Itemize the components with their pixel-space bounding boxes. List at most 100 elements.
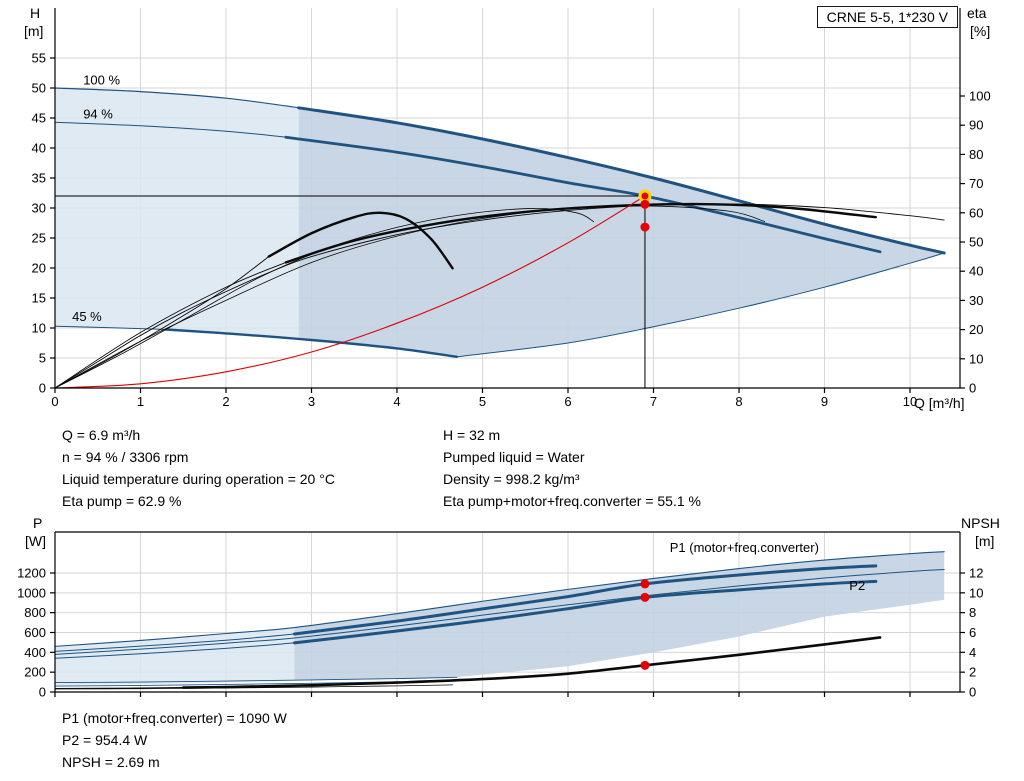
curve-eta-94pct	[54, 261, 287, 389]
eta-total-point	[640, 222, 650, 232]
tick-label-left: 40	[32, 141, 46, 156]
curve-eta-45pct-bold	[267, 211, 454, 270]
tick-label-x: 8	[735, 394, 742, 409]
curve-eta-60pct	[54, 208, 595, 389]
eta-axis-unit: [%]	[970, 23, 991, 39]
npsh-duty-point	[640, 660, 650, 670]
region-envelope-light	[55, 88, 299, 339]
curve-H-45pct-bold	[164, 328, 459, 358]
tick-label-x: 2	[222, 394, 229, 409]
curve-max-flow-limit	[456, 252, 945, 358]
tick-label-x: 5	[479, 394, 486, 409]
tick-label-right: 10	[969, 585, 983, 600]
tick-label-right: 50	[969, 235, 983, 250]
tick-label-right: 40	[969, 264, 983, 279]
duty-info-right-column: H = 32 m Pumped liquid = Water Density =…	[443, 424, 701, 512]
duty-point[interactable]	[638, 189, 652, 203]
region-power-envelope-light	[55, 627, 295, 686]
curve-P2-94pct	[54, 642, 295, 659]
tick-label-left: 10	[32, 321, 46, 336]
npsh-axis-symbol: NPSH	[961, 515, 1000, 531]
tick-label-right: 100	[969, 89, 991, 104]
tick-label-x: 3	[308, 394, 315, 409]
info-p1: P1 (motor+freq.converter) = 1090 W	[62, 710, 287, 726]
curve-P2-100pct	[54, 569, 945, 655]
curve-NPSH-45pct	[54, 684, 453, 690]
info-eta-total: Eta pump+motor+freq.converter = 55.1 %	[443, 493, 701, 509]
axes	[50, 531, 965, 697]
tick-label-left: 55	[32, 51, 46, 66]
tick-label-right: 80	[969, 147, 983, 162]
curve-P1-94pct-bold	[292, 564, 878, 636]
curve-label: 94 %	[83, 107, 113, 122]
power-info-column: P1 (motor+freq.converter) = 1090 W P2 = …	[62, 707, 287, 773]
power-npsh-chart: 0 200 400 600 800 1000 1200 0 2 4 6 8 10 12 P1 (motor+…	[17, 531, 983, 700]
tick-label-x: 0	[51, 394, 58, 409]
tick-label-x: 9	[821, 394, 828, 409]
tick-label-left: 600	[24, 625, 46, 640]
curve-NPSH-bold	[181, 636, 882, 689]
curve-H-100pct-bold	[297, 106, 946, 255]
curve-label: P1 (motor+freq.converter)	[670, 540, 819, 555]
curve-H-45pct	[54, 325, 167, 330]
tick-label-right: 10	[969, 351, 983, 366]
tick-label-left: 45	[32, 111, 46, 126]
eta-pump-point	[640, 199, 650, 209]
head-axis-unit: [m]	[24, 23, 44, 39]
curve-label: 45 %	[72, 309, 102, 324]
tick-label-x: 6	[564, 394, 571, 409]
info-liquid: Pumped liquid = Water	[443, 449, 585, 465]
tick-label-left: 1200	[17, 565, 46, 580]
tick-label-left: 200	[24, 665, 46, 680]
tick-label-left: 25	[32, 231, 46, 246]
tick-label-right: 2	[969, 665, 976, 680]
curve-label: 100 %	[83, 72, 120, 87]
curve-label: P2	[849, 578, 865, 593]
info-density: Density = 998.2 kg/m³	[443, 471, 580, 487]
curve-P2-94pct-bold	[292, 579, 878, 645]
h-q-chart: 0510152025303540455055010203040506070809…	[32, 8, 991, 409]
tick-label-x: 4	[393, 394, 400, 409]
tick-label-left: 0	[39, 685, 46, 700]
tick-label-right: 30	[969, 293, 983, 308]
info-head: H = 32 m	[443, 427, 501, 443]
curve-H-94pct-bold	[284, 135, 882, 254]
info-npsh: NPSH = 2.69 m	[62, 754, 160, 770]
curve-eta-45pct	[54, 256, 270, 389]
tick-label-left: 35	[32, 171, 46, 186]
info-speed: n = 94 % / 3306 rpm	[62, 449, 189, 465]
curve-NPSH	[54, 687, 184, 690]
region-power-envelope-dark	[294, 551, 945, 681]
tick-label-right: 0	[969, 381, 976, 396]
tick-label-left: 800	[24, 605, 46, 620]
npsh-axis-unit: [m]	[975, 533, 995, 549]
tick-label-right: 12	[969, 565, 983, 580]
tick-label-left: 20	[32, 261, 46, 276]
curve-P1-100pct	[54, 551, 945, 647]
curve-system-curve	[54, 195, 646, 389]
tick-label-x: 7	[650, 394, 657, 409]
power-axis-unit: [W]	[25, 533, 46, 549]
tick-label-left: 5	[39, 351, 46, 366]
tick-label-right: 60	[969, 205, 983, 220]
tick-label-x: 10	[903, 394, 917, 409]
info-flow: Q = 6.9 m³/h	[62, 427, 141, 443]
curve-P1-45pct	[54, 676, 458, 684]
tick-label-right: 4	[969, 645, 976, 660]
tick-label-right: 0	[969, 685, 976, 700]
eta-axis-symbol: eta	[967, 5, 987, 21]
tick-label-x: 1	[137, 394, 144, 409]
p1-duty-point	[640, 579, 650, 589]
curve-H-94pct	[54, 121, 287, 138]
tick-label-left: 30	[32, 201, 46, 216]
info-eta-pump: Eta pump = 62.9 %	[62, 493, 182, 509]
pump-model-box: CRNE 5-5, 1*230 V	[816, 6, 958, 28]
tick-label-left: 15	[32, 291, 46, 306]
p2-duty-point	[640, 592, 650, 602]
axes	[50, 8, 965, 393]
tick-label-left: 400	[24, 645, 46, 660]
curve-P1-94pct	[54, 633, 295, 652]
tick-label-right: 70	[969, 176, 983, 191]
